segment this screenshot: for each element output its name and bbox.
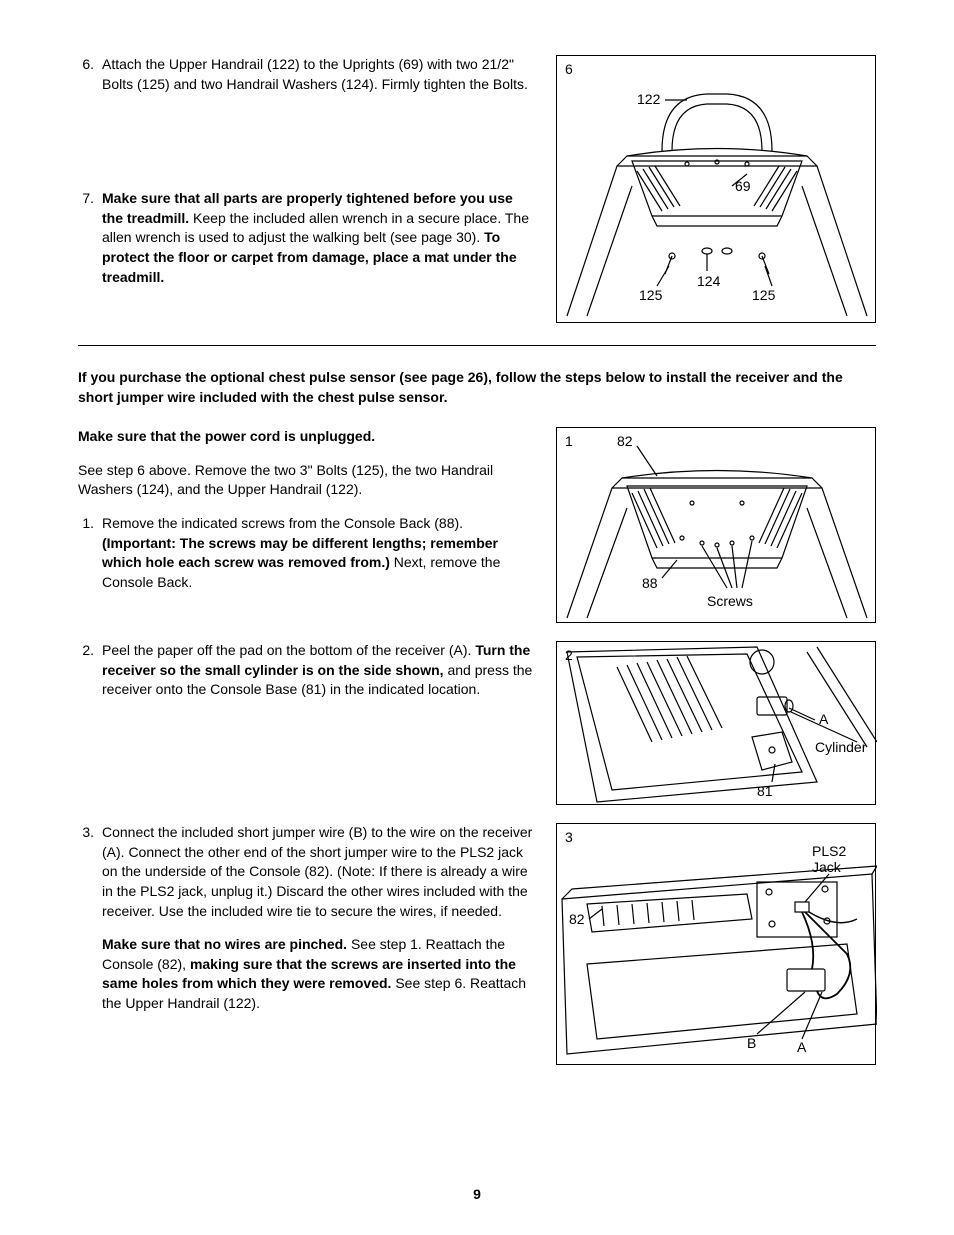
step-3-p2-b1: Make sure that no wires are pinched. [102,936,347,952]
fig1-label-88: 88 [642,575,658,591]
step-1-pre: Remove the indicated screws from the Con… [102,515,463,531]
fig6-label-125b: 125 [752,287,776,303]
fig3-label-jack: Jack [812,859,842,875]
fig1-label-82: 82 [617,433,633,449]
step-2: 2. Peel the paper off the pad on the bot… [78,641,536,700]
block-2: 2. Peel the paper off the pad on the bot… [78,641,876,805]
figure-1: 1 [556,427,876,623]
page-number: 9 [0,1185,954,1205]
figure-6-col: 6 [556,55,876,323]
figure-3-svg: PLS2 Jack 82 B A [557,824,877,1066]
top-text-col: 6. Attach the Upper Handrail (122) to th… [78,55,536,323]
figure-2-svg: A Cylinder 81 [557,642,877,806]
block-1: Make sure that the power cord is unplugg… [78,427,876,623]
fig6-label-122: 122 [637,91,661,107]
block-3: 3. Connect the included short jumper wir… [78,823,876,1065]
fig6-label-69: 69 [735,178,751,194]
step-6: 6. Attach the Upper Handrail (122) to th… [78,55,536,94]
step-2-num: 2. [78,641,102,700]
block-2-text: 2. Peel the paper off the pad on the bot… [78,641,536,805]
block-3-text: 3. Connect the included short jumper wir… [78,823,536,1065]
step-6-body: Attach the Upper Handrail (122) to the U… [102,55,536,94]
see-step-6: See step 6 above. Remove the two 3" Bolt… [78,461,536,500]
step-3-para1: Connect the included short jumper wire (… [102,823,536,921]
step-2-pre: Peel the paper off the pad on the bottom… [102,642,475,658]
step-6-num: 6. [78,55,102,94]
figure-6-svg: 122 69 124 125 125 [557,56,877,324]
figure-2-col: 2 [556,641,876,805]
step-7-body: Make sure that all parts are properly ti… [102,189,536,287]
step-7: 7. Make sure that all parts are properly… [78,189,536,287]
figure-2-label: 2 [565,646,573,666]
fig2-label-cylinder: Cylinder [815,739,867,755]
figure-1-svg: 82 88 Screws [557,428,877,624]
figure-3: 3 [556,823,876,1065]
fig6-label-125a: 125 [639,287,663,303]
step-3-body: Connect the included short jumper wire (… [102,823,536,1013]
fig2-label-81: 81 [757,783,773,799]
fig2-label-a: A [819,711,829,727]
figure-1-col: 1 [556,427,876,623]
fig6-label-124: 124 [697,273,721,289]
step-3-para2: Make sure that no wires are pinched. See… [102,935,536,1013]
step-7-num: 7. [78,189,102,287]
step-1-body: Remove the indicated screws from the Con… [102,514,536,592]
fig3-label-a: A [797,1039,807,1055]
unplug-warning: Make sure that the power cord is unplugg… [78,427,536,447]
figure-6: 6 [556,55,876,323]
figure-3-col: 3 [556,823,876,1065]
figure-2: 2 [556,641,876,805]
figure-6-label: 6 [565,60,573,80]
block-1-text: Make sure that the power cord is unplugg… [78,427,536,623]
fig1-label-screws: Screws [707,593,753,609]
step-1-num: 1. [78,514,102,592]
section-divider [78,345,876,346]
step-3: 3. Connect the included short jumper wir… [78,823,536,1013]
fig3-label-82: 82 [569,911,585,927]
step-1: 1. Remove the indicated screws from the … [78,514,536,592]
top-section: 6. Attach the Upper Handrail (122) to th… [78,55,876,323]
fig3-label-b: B [747,1035,756,1051]
step-3-num: 3. [78,823,102,1013]
fig3-label-pls2: PLS2 [812,843,846,859]
figure-3-label: 3 [565,828,573,848]
intro-paragraph: If you purchase the optional chest pulse… [78,368,876,407]
figure-1-label: 1 [565,432,573,452]
step-2-body: Peel the paper off the pad on the bottom… [102,641,536,700]
